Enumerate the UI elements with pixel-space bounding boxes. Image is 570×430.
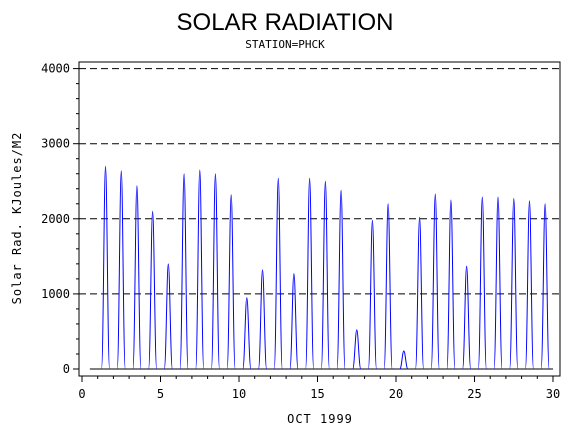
x-tick-label-5: 5	[157, 387, 164, 401]
y-tick-label-3000: 3000	[41, 137, 70, 151]
series-line-0	[101, 165, 550, 370]
x-tick-label-0: 0	[78, 387, 85, 401]
x-tick-label-10: 10	[232, 387, 246, 401]
y-axis-label: Solar Rad. KJoules/M2	[10, 132, 24, 305]
y-tick-label-4000: 4000	[41, 62, 70, 76]
x-tick-label-25: 25	[467, 387, 481, 401]
y-tick-label-0: 0	[63, 362, 70, 376]
y-tick-label-1000: 1000	[41, 287, 70, 301]
ticks-group: 0 5 10 15 20 25 30 0 1000 2000 3000 4000	[41, 62, 560, 401]
x-tick-label-20: 20	[389, 387, 403, 401]
x-tick-label-30: 30	[546, 387, 560, 401]
y-tick-label-2000: 2000	[41, 212, 70, 226]
chart-subtitle: STATION=PHCK	[245, 38, 325, 51]
x-axis-label: OCT 1999	[287, 412, 353, 426]
x-tick-label-15: 15	[310, 387, 324, 401]
series-group	[89, 165, 553, 370]
chart-title: SOLAR RADIATION	[177, 9, 394, 36]
